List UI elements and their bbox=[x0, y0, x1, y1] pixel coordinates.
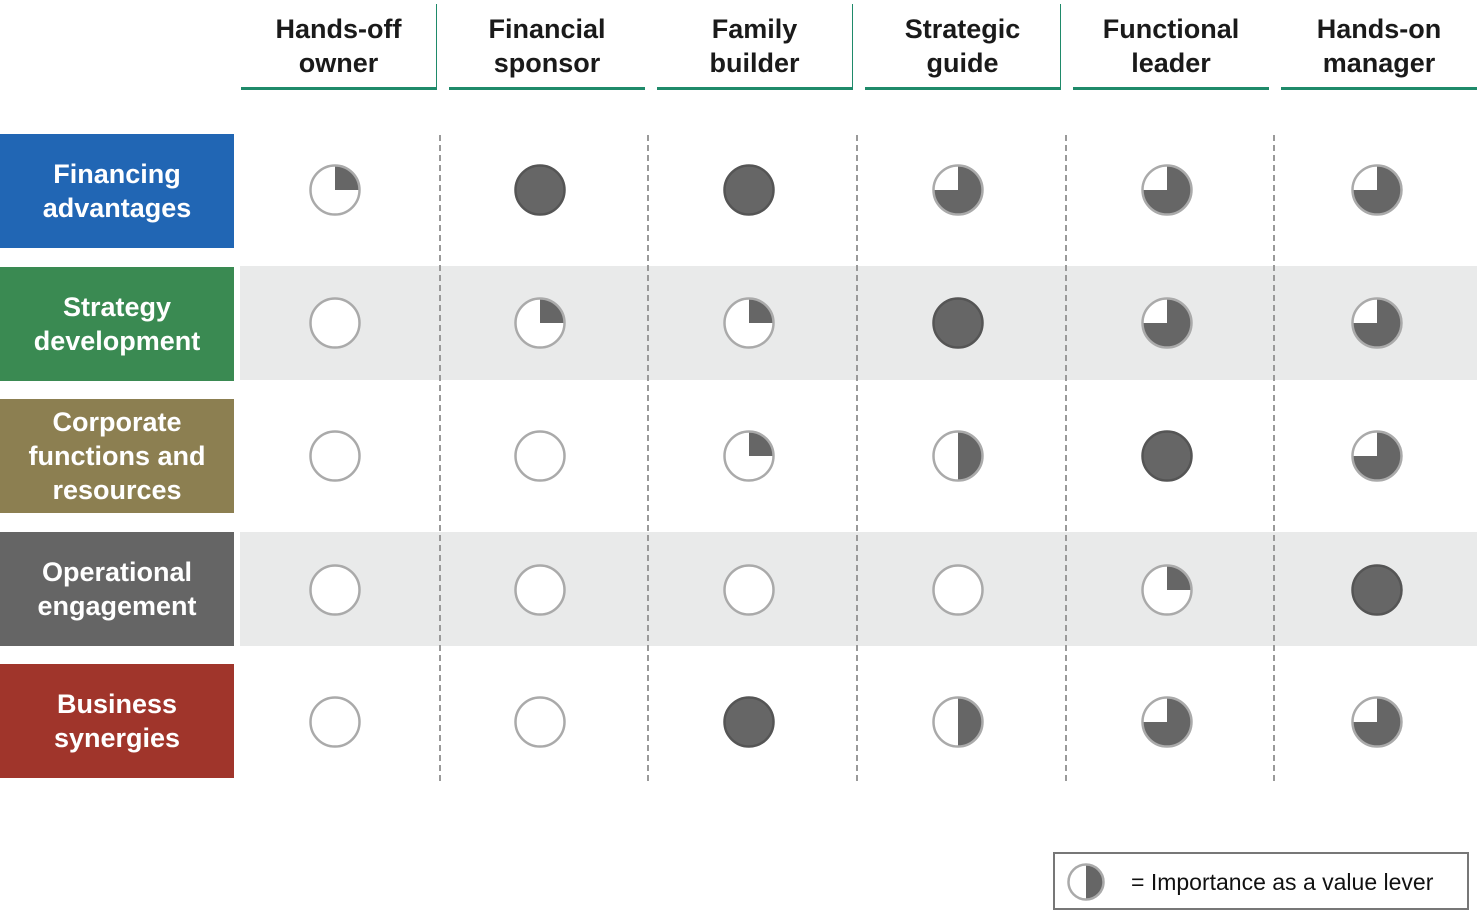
harvey-ball bbox=[932, 297, 984, 354]
row-label-financing-advantages: Financing advantages bbox=[0, 134, 234, 248]
row-band-operational-engagement bbox=[240, 532, 1477, 646]
row-label-business-synergies: Business synergies bbox=[0, 664, 234, 778]
harvey-ball bbox=[1351, 164, 1403, 221]
harvey-ball bbox=[723, 564, 775, 621]
column-header-functional-leader: Functional leader bbox=[1073, 4, 1269, 90]
harvey-ball bbox=[1351, 564, 1403, 621]
harvey-ball bbox=[1351, 297, 1403, 354]
legend-text: = Importance as a value lever bbox=[1131, 869, 1434, 895]
column-divider bbox=[1273, 135, 1275, 781]
legend: = Importance as a value lever bbox=[1053, 852, 1469, 910]
harvey-ball bbox=[723, 430, 775, 487]
row-label-corporate-functions-and-resources: Corporate functions and resources bbox=[0, 399, 234, 513]
harvey-ball bbox=[723, 164, 775, 221]
harvey-ball bbox=[309, 430, 361, 487]
half-filled-circle-icon bbox=[1067, 863, 1105, 906]
row-label-operational-engagement: Operational engagement bbox=[0, 532, 234, 646]
harvey-ball bbox=[514, 164, 566, 221]
harvey-ball bbox=[1141, 164, 1193, 221]
column-divider bbox=[1065, 135, 1067, 781]
column-divider bbox=[647, 135, 649, 781]
column-header-hands-off-owner: Hands-off owner bbox=[241, 4, 437, 90]
harvey-ball bbox=[1141, 297, 1193, 354]
harvey-ball bbox=[514, 430, 566, 487]
harvey-ball bbox=[1351, 430, 1403, 487]
harvey-ball bbox=[1141, 564, 1193, 621]
row-band-strategy-development bbox=[240, 266, 1477, 380]
harvey-ball bbox=[932, 696, 984, 753]
column-header-hands-on-manager: Hands-on manager bbox=[1281, 4, 1477, 90]
harvey-ball bbox=[932, 430, 984, 487]
harvey-ball bbox=[309, 297, 361, 354]
harvey-ball bbox=[723, 696, 775, 753]
column-header-strategic-guide: Strategic guide bbox=[865, 4, 1061, 90]
harvey-ball bbox=[1351, 696, 1403, 753]
harvey-ball bbox=[1141, 696, 1193, 753]
harvey-ball bbox=[309, 696, 361, 753]
column-header-financial-sponsor: Financial sponsor bbox=[449, 4, 645, 90]
harvey-ball bbox=[309, 564, 361, 621]
column-divider bbox=[439, 135, 441, 781]
harvey-ball bbox=[514, 297, 566, 354]
column-header-family-builder: Family builder bbox=[657, 4, 853, 90]
harvey-ball bbox=[723, 297, 775, 354]
column-divider bbox=[856, 135, 858, 781]
harvey-ball bbox=[514, 564, 566, 621]
harvey-ball bbox=[932, 164, 984, 221]
harvey-ball bbox=[1141, 430, 1193, 487]
harvey-ball bbox=[309, 164, 361, 221]
row-label-strategy-development: Strategy development bbox=[0, 267, 234, 381]
harvey-ball bbox=[514, 696, 566, 753]
harvey-ball bbox=[932, 564, 984, 621]
